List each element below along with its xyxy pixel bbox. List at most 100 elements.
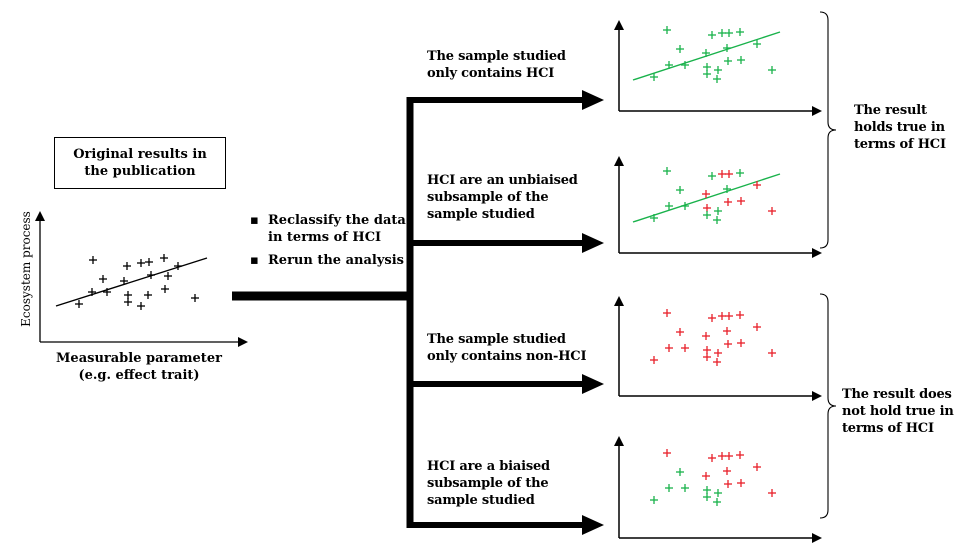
scenario-1-point [708, 31, 716, 39]
original-point [160, 254, 168, 262]
original-point [124, 291, 132, 299]
scenario-3-point [665, 344, 673, 352]
original-point [191, 294, 199, 302]
original-point [123, 262, 131, 270]
original-results-line-1: Original results in [73, 147, 207, 162]
scenario-4-point [714, 489, 722, 497]
scenario-1-point [650, 73, 658, 81]
scenario-2-point [702, 190, 710, 198]
scenario-3-line-1: The sample studied [427, 332, 566, 347]
scenario-3-point [725, 312, 733, 320]
scenario-1-point [723, 44, 731, 52]
scenario-4-point [723, 467, 731, 475]
scenario-2-line-2: subsample of the [427, 190, 549, 205]
outcome-2-line-1: The result does [842, 387, 952, 402]
scenario-2-line-1: HCI are an unbiaised [427, 173, 578, 188]
scenario-2-point [708, 172, 716, 180]
analysis-step-2-line-1: Rerun the analysis [268, 253, 404, 268]
original-point [164, 272, 172, 280]
scenario-2-point [718, 170, 726, 178]
flow-connectors [232, 90, 604, 535]
scenario-3-point [723, 327, 731, 335]
scenario-1-point [724, 57, 732, 65]
scenario-plot-3-axes [614, 296, 822, 401]
original-point [145, 258, 153, 266]
analysis-step-1: ▪ Reclassify the data in terms of HCI [244, 212, 406, 246]
scenario-3-point [736, 311, 744, 319]
scenario-4-label: HCI are a biaised subsample of the sampl… [427, 458, 550, 509]
original-point [89, 256, 97, 264]
scenario-3-point [650, 356, 658, 364]
scenario-1-point [718, 29, 726, 37]
outcome-2-line-3: terms of HCI [842, 421, 934, 436]
scenario-4-point [681, 484, 689, 492]
scenario-3-point [663, 309, 671, 317]
original-points [75, 254, 199, 310]
original-point [88, 288, 96, 296]
original-point [147, 271, 155, 279]
outcome-1-line-2: holds true in [854, 120, 945, 135]
scenario-4-point [703, 493, 711, 501]
original-point [120, 277, 128, 285]
scenario-2-point [663, 167, 671, 175]
flow-branch-2-arrowhead [582, 233, 604, 253]
flow-branch-4-arrowhead [582, 515, 604, 535]
scenario-4-line-2: subsample of the [427, 476, 549, 491]
scenario-2-point [768, 207, 776, 215]
scenario-2-point [723, 185, 731, 193]
outcome-1-line-1: The result [854, 103, 927, 118]
scenario-1-point [663, 26, 671, 34]
scenario-3-point [718, 312, 726, 320]
scenario-3-point [737, 339, 745, 347]
scenario-4-point [665, 484, 673, 492]
original-plot-axes [35, 211, 248, 347]
scenario-2-point [703, 211, 711, 219]
scenario-1-point [713, 75, 721, 83]
scenario-4-point [753, 463, 761, 471]
scenario-3-point [713, 358, 721, 366]
scenario-3-point [724, 340, 732, 348]
original-point [174, 262, 182, 270]
scenario-4-line-3: sample studied [427, 493, 535, 508]
outcome-2-line-2: not hold true in [842, 404, 954, 419]
scenario-2-point [703, 204, 711, 212]
scenario-1-point [681, 61, 689, 69]
original-point [144, 291, 152, 299]
original-results-line-2: the publication [84, 164, 196, 179]
scenario-plot-2-axes [614, 156, 822, 258]
outcome-2-label: The result does not hold true in terms o… [842, 386, 954, 437]
scenario-1-point [736, 28, 744, 36]
scenario-4-point [725, 452, 733, 460]
scenario-3-point [768, 349, 776, 357]
scenario-2-point [713, 216, 721, 224]
scenario-4-point [650, 496, 658, 504]
scenario-4-point [737, 479, 745, 487]
scenario-2-point [676, 186, 684, 194]
outcome-2-brace [819, 293, 837, 519]
scenario-3-line-2: only contains non-HCI [427, 349, 587, 364]
scenario-4-point [713, 498, 721, 506]
analysis-steps: ▪ Reclassify the data in terms of HCI ▪ … [244, 212, 406, 269]
scenario-4-point [718, 452, 726, 460]
scenario-3-label: The sample studied only contains non-HCI [427, 331, 587, 365]
scenario-4-point [724, 480, 732, 488]
scenario-2-point [737, 197, 745, 205]
scenario-2-label: HCI are an unbiaised subsample of the sa… [427, 172, 578, 223]
scenario-2-point [736, 169, 744, 177]
original-x-axis-label: Measurable parameter (e.g. effect trait) [44, 350, 234, 384]
scenario-1-point [737, 56, 745, 64]
scenario-1-point [702, 49, 710, 57]
scenario-4-point [703, 486, 711, 494]
scenario-4-point [663, 449, 671, 457]
bullet-icon: ▪ [250, 213, 259, 228]
scenario-1-line-1: The sample studied [427, 49, 566, 64]
analysis-step-1-line-1: Reclassify the data [268, 213, 406, 228]
flow-branch-3-arrowhead [582, 374, 604, 394]
bullet-icon: ▪ [250, 253, 259, 268]
scenario-1-point [665, 61, 673, 69]
scenario-1-point [703, 63, 711, 71]
scenario-1-label: The sample studied only contains HCI [427, 48, 566, 82]
scenario-3-point [681, 344, 689, 352]
scenario-4-line-1: HCI are a biaised [427, 459, 550, 474]
scenario-4-point [676, 468, 684, 476]
